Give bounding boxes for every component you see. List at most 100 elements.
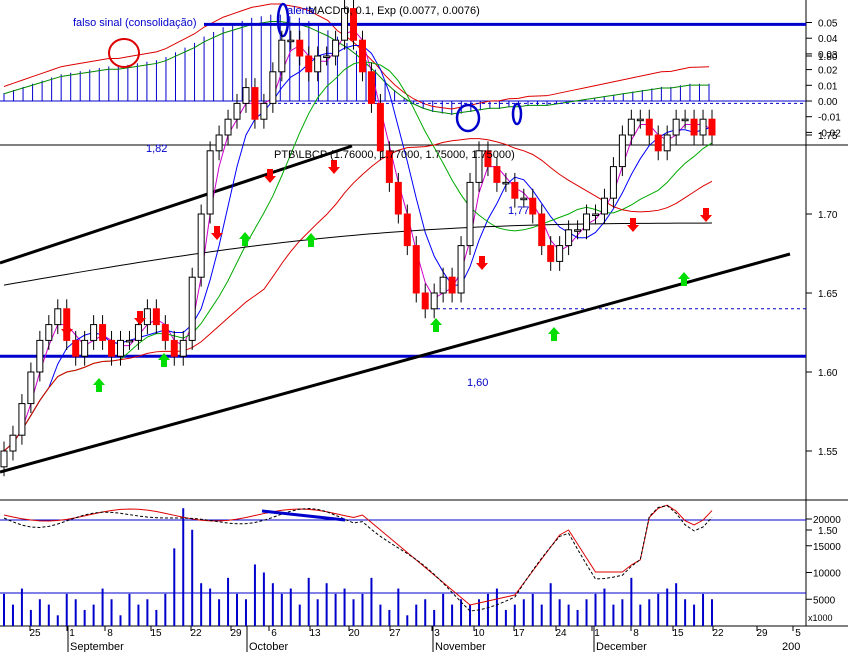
candle-body [511,181,519,199]
buy-arrow [158,353,170,367]
osc-tick-label: 20000 [813,515,841,526]
candle-body [305,55,313,73]
candle-body [296,39,304,57]
buy-arrow [678,272,690,286]
candle-body [314,55,322,73]
candle-body [538,213,546,247]
sell-arrow [61,322,73,336]
day-tick-label: 27 [389,628,401,639]
candle-body [493,166,501,183]
candle-body [197,213,205,278]
sell-arrow [476,256,488,270]
candle-body [72,339,80,357]
candle-body [547,245,555,262]
price-panel: 1.80 1.75 1.70 1.65 1.60 1.55 1.50 [0,0,838,537]
candle-body [394,181,402,215]
candle-body [591,213,599,216]
sell-arrow [328,160,340,174]
price-title: PTB\LBCP (1.76000, 1.77000, 1.75000, 1.7… [274,149,515,161]
candle-body [152,308,160,326]
candle-body [90,324,98,341]
candle-body [278,39,286,73]
buy-arrow [239,232,251,246]
candle-body [457,245,465,294]
candle-body [323,55,331,58]
candle-body [627,118,635,136]
candle-body [260,102,268,120]
price-tick-label: 1.50 [818,526,838,537]
stochastic-k-line [3,504,713,606]
price-tick-label: 1.75 [818,131,838,142]
macd-tick-label: 0.03 [818,50,838,61]
day-tick-label: 6 [271,628,277,639]
candle-body [565,229,573,247]
upper-trendline [0,144,353,265]
day-tick-label: 29 [756,628,768,639]
candle-body [412,245,420,294]
oscillator-volume-panel: 20000 15000 10000 5000 [0,504,841,626]
candle-body [99,324,107,341]
candle-body [385,150,393,183]
candle-body [520,197,528,201]
candle-body [439,276,447,294]
macd-tick-label: 0.04 [818,34,838,45]
alert-ellipse [276,2,290,38]
price-tick-label: 1.55 [818,447,838,458]
sell-arrow [627,218,639,232]
candle-body [529,197,537,215]
candle-body [583,213,591,231]
buy-arrow [430,318,442,332]
month-label: November [435,641,486,652]
macd-tick-label: -0.02 [818,128,841,139]
candle-body [502,181,510,185]
sell-arrow [264,169,276,183]
candle-body [466,181,474,247]
false-signal-circle [108,38,140,68]
candle-body [179,339,187,357]
macd-tick-label: 0.02 [818,66,838,77]
candle-body [332,39,340,57]
osc-tick-label: 15000 [813,542,841,553]
day-tick-label: 29 [230,628,242,639]
year-label: 200 [782,641,800,652]
candle-body [484,150,492,168]
ma-green [3,61,713,452]
candle-body [645,118,653,136]
day-tick-label: 20 [348,628,360,639]
ma-long-black [3,222,713,286]
candle-body [233,102,241,120]
candle-body [367,71,375,104]
candle-body [430,292,438,310]
macd-tick-label: 0.05 [818,19,838,30]
candle-body [663,134,671,152]
day-tick-label: 5 [795,628,801,639]
price-tick-label: 1.80 [818,52,838,63]
price-tick-label: 1.60 [818,368,838,379]
candle-body [269,71,277,104]
candle-body [618,134,626,168]
day-tick-label: 17 [513,628,525,639]
candle-body [609,166,617,199]
day-tick-label: 8 [107,628,113,639]
candle-body [18,403,26,436]
cut-tick-label: 1,82 [146,143,167,155]
sell-arrow [211,226,223,240]
macd-signal-line [3,21,709,115]
buy-arrow [305,233,317,247]
osc-tick-label: 10000 [813,569,841,580]
candle-body [9,434,17,452]
macd-tick-label: 0.00 [818,97,838,108]
candle-body [188,276,196,341]
candle-body [134,324,142,341]
price-tick-label: 1.70 [818,210,838,221]
support-label: 1,60 [467,377,488,389]
candle-body [27,371,35,405]
day-tick-label: 1 [69,628,75,639]
macd-tick-label: -0.01 [818,113,841,124]
candle-body [708,118,716,136]
buy-arrow [93,378,105,392]
day-tick-label: 24 [555,628,567,639]
price-tick-label: 1.65 [818,289,838,300]
candle-body [672,118,680,136]
